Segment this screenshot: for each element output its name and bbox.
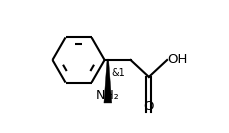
Text: NH₂: NH₂ <box>95 89 119 102</box>
Text: O: O <box>143 100 153 113</box>
Text: OH: OH <box>167 53 187 66</box>
Text: &1: &1 <box>111 68 124 78</box>
Polygon shape <box>104 60 111 103</box>
